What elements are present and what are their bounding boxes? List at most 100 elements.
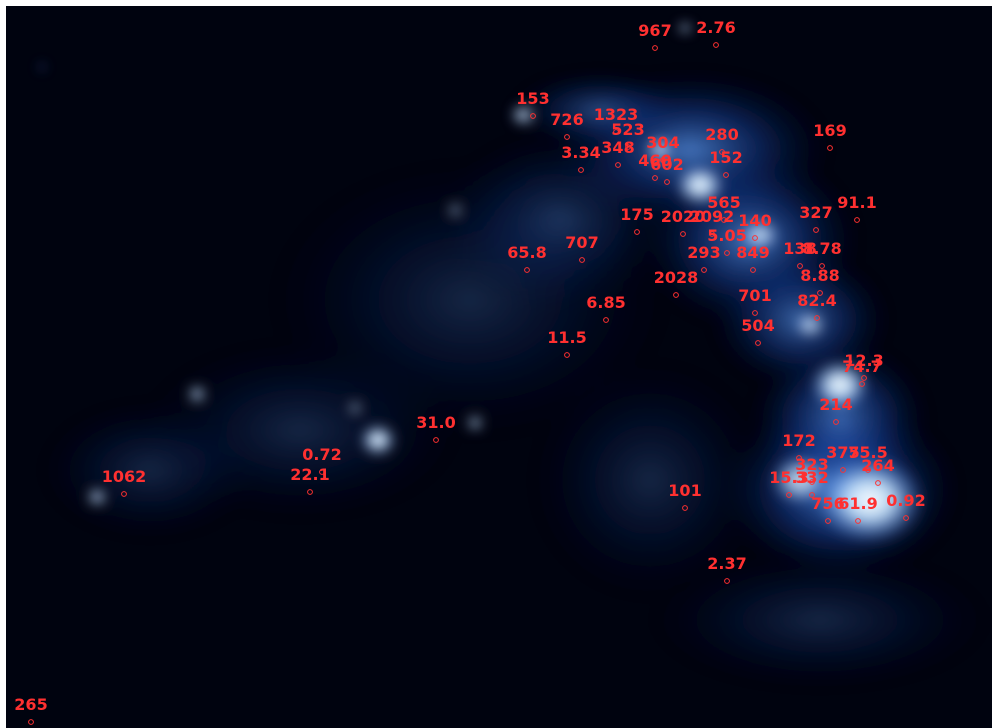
source-marker (809, 479, 815, 485)
source-label: 172 (782, 431, 815, 450)
source-marker (578, 167, 584, 173)
source-marker (652, 175, 658, 181)
source-label: 2.76 (696, 18, 735, 37)
source-marker (682, 505, 688, 511)
source-label: 323 (795, 455, 828, 474)
glow (40, 400, 260, 540)
source-label: 348 (601, 138, 634, 157)
source-marker (701, 267, 707, 273)
source-label: 61.9 (838, 494, 877, 513)
glow (511, 105, 535, 125)
source-marker (833, 419, 839, 425)
source-marker (825, 518, 831, 524)
source-label: 101 (668, 481, 701, 500)
source-marker (865, 467, 871, 473)
source-label: 75.5 (848, 443, 887, 462)
source-label: 140 (738, 211, 771, 230)
glow (646, 138, 674, 162)
source-label: 375 (826, 443, 859, 462)
glow (360, 424, 396, 456)
source-marker (814, 315, 820, 321)
source-label: 138 (783, 239, 816, 258)
source-marker (755, 340, 761, 346)
source-label: 565 (707, 193, 740, 212)
source-label: 2020 (661, 207, 706, 226)
source-label: 22.1 (290, 465, 329, 484)
source-label: 169 (813, 121, 846, 140)
source-marker (307, 489, 313, 495)
source-marker (724, 250, 730, 256)
source-marker (613, 129, 619, 135)
source-marker (564, 134, 570, 140)
source-label: 701 (738, 286, 771, 305)
source-label: 11.5 (547, 328, 586, 347)
source-marker (797, 263, 803, 269)
source-marker (721, 217, 727, 223)
source-label: 2028 (654, 268, 699, 287)
source-marker (530, 113, 536, 119)
glow (189, 386, 205, 402)
glow (449, 204, 461, 216)
glow (468, 416, 482, 430)
glow (675, 165, 725, 205)
source-marker (750, 267, 756, 273)
source-marker (724, 578, 730, 584)
source-label: 265 (14, 695, 47, 714)
source-label: 327 (799, 203, 832, 222)
source-marker (564, 352, 570, 358)
source-label: 82.4 (797, 291, 836, 310)
source-label: 12.3 (844, 351, 883, 370)
source-label: 264 (861, 456, 894, 475)
source-label: 8.88 (800, 266, 839, 285)
source-label: 31.0 (416, 413, 455, 432)
source-marker (875, 480, 881, 486)
source-marker (524, 267, 530, 273)
source-label: 0.72 (302, 445, 341, 464)
glow (795, 313, 825, 337)
source-marker (719, 149, 725, 155)
source-label: 3.34 (561, 143, 600, 162)
source-label: 0.92 (886, 491, 925, 510)
source-marker (673, 292, 679, 298)
source-marker (680, 231, 686, 237)
source-label: 74.7 (842, 357, 881, 376)
source-label: 756 (811, 494, 844, 513)
star (40, 65, 44, 69)
source-marker (752, 235, 758, 241)
source-label: 15.3 (769, 468, 808, 487)
glow (349, 402, 361, 414)
source-label: 5.05 (707, 226, 746, 245)
source-marker (713, 42, 719, 48)
source-marker (854, 217, 860, 223)
source-label: 152 (709, 148, 742, 167)
source-label: 1062 (102, 467, 147, 486)
source-marker (433, 437, 439, 443)
source-label: 707 (565, 233, 598, 252)
glow (740, 220, 780, 250)
source-marker (664, 179, 670, 185)
source-label: 726 (550, 110, 583, 129)
source-marker (28, 719, 34, 725)
source-marker (121, 491, 127, 497)
source-marker (840, 467, 846, 473)
source-marker (796, 455, 802, 461)
source-marker (709, 231, 715, 237)
source-marker (813, 227, 819, 233)
source-marker (603, 317, 609, 323)
glow (815, 455, 925, 545)
source-label: 602 (650, 155, 683, 174)
source-marker (809, 492, 815, 498)
source-marker (861, 375, 867, 381)
source-label: 332 (795, 468, 828, 487)
source-marker (859, 381, 865, 387)
source-label: 2092 (690, 207, 735, 226)
source-label: 91.1 (837, 193, 876, 212)
source-label: 293 (687, 243, 720, 262)
source-marker (819, 263, 825, 269)
glow (510, 70, 690, 150)
source-label: 523 (611, 120, 644, 139)
source-label: 1323 (594, 105, 639, 124)
source-marker (723, 172, 729, 178)
source-label: 2.37 (707, 554, 746, 573)
